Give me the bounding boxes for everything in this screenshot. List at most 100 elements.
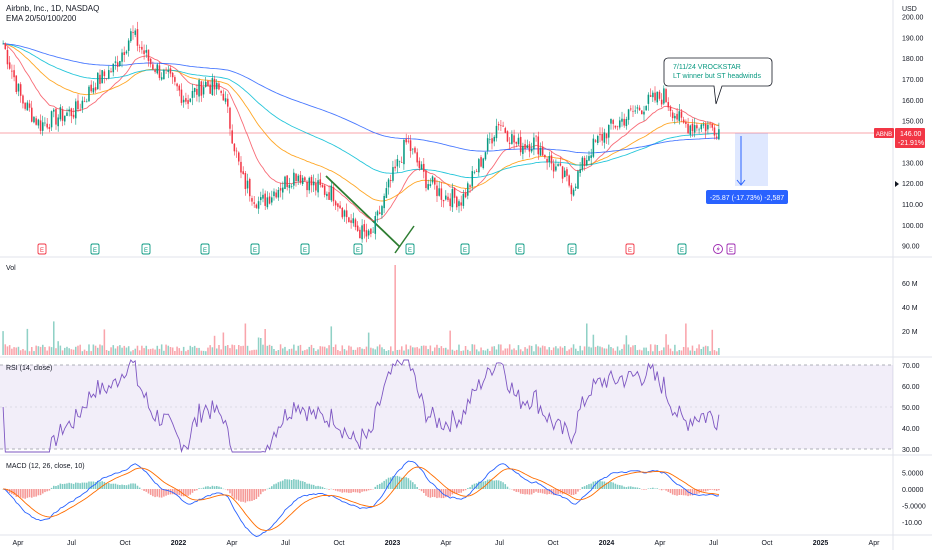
ema-lines [2,43,719,222]
volume-bar [537,346,540,355]
earnings-marker[interactable] [141,243,151,255]
candle-body [301,177,304,184]
volume-bar [319,346,322,355]
volume-bar [423,345,425,355]
macd-histogram-bar [319,486,322,489]
earnings-marker[interactable] [200,243,210,255]
macd-histogram-bar [220,487,222,489]
macd-histogram-bar [460,489,462,493]
macd-histogram-bar [290,480,293,489]
candle-body [42,122,44,131]
chart-title[interactable]: Airbnb, Inc., 1D, NASDAQ [6,4,99,13]
volume-bar [685,323,687,355]
candle-body [442,200,445,202]
macd-histogram-bar [282,480,284,489]
macd-histogram-bar [458,489,460,493]
earnings-marker[interactable] [677,243,687,255]
volume-bar [517,345,520,355]
callout-bubble[interactable] [663,57,773,105]
macd-histogram-bar [15,489,18,497]
macd-histogram-bar [171,489,174,495]
macd-histogram-bar [249,489,251,502]
candle-body [350,220,352,223]
axis-pointer-icon[interactable] [895,181,899,187]
volume-bar [178,348,181,355]
macd [2,460,720,537]
macd-histogram-bar [552,489,555,496]
candle-body [625,119,628,127]
macd-histogram-bar [154,489,156,498]
earnings-marker[interactable] [625,243,635,255]
candle-body [471,171,474,187]
candle-body [619,120,621,128]
macd-histogram-bar [489,479,491,489]
volume-bar [541,345,544,355]
volume-bar [698,344,700,355]
macd-histogram-bar [632,486,634,489]
measure-box[interactable] [735,133,768,186]
volume-bar [552,347,555,355]
macd-histogram-bar [370,489,372,490]
volume-bar [678,350,681,355]
rsi-title[interactable]: RSI (14, close) [6,365,52,372]
candle-body [75,101,77,119]
macd-histogram-bar [414,484,416,489]
volume-bar [119,345,121,355]
macd-histogram-bar [202,487,205,489]
macd-axis: 5.0000 0.0000 -5.0000 -10.00 [902,471,926,528]
volume-bar [561,347,564,355]
earnings-marker[interactable] [726,243,736,255]
macd-title[interactable]: MACD (12, 26, close, 10) [6,463,85,470]
candle-body [108,70,110,79]
volume-bar [105,350,108,355]
earnings-marker[interactable] [567,243,577,255]
earnings-marker[interactable] [405,243,415,255]
macd-histogram-bar [132,483,134,489]
volume-bar [293,344,295,355]
macd-histogram-bar [68,482,70,489]
macd-histogram-bar [533,489,535,493]
candle-body [138,47,141,48]
macd-histogram-bar [123,485,126,489]
earnings-marker[interactable] [90,243,100,255]
macd-histogram-bar [431,489,434,497]
macd-histogram-bar [6,489,9,492]
earnings-marker[interactable] [353,243,363,255]
macd-histogram-bar [167,489,170,495]
macd-histogram-bar [515,489,518,492]
macd-histogram-bar [299,480,302,489]
candle-body [630,108,632,110]
candle-body [660,99,663,105]
volume-bar [614,350,617,355]
volume-bar [603,348,606,355]
candle-body [57,117,59,127]
volume-bar [425,345,427,355]
earnings-marker[interactable] [300,243,310,255]
volume-bar [409,345,412,355]
macd-histogram-bar [19,489,22,498]
earnings-marker[interactable] [515,243,525,255]
macd-histogram-bar [689,489,692,496]
candle-body [260,197,262,201]
candle-body [205,81,207,87]
ema-legend[interactable]: EMA 20/50/100/200 [6,14,77,23]
volume-bar [57,341,59,355]
ema-20-line [2,43,719,222]
volume-bar [13,347,15,355]
macd-histogram-bar [713,489,716,491]
earnings-marker[interactable] [37,243,47,255]
volume-bar [114,348,117,355]
ema-50-line [3,43,719,202]
candle-body [693,125,696,133]
volume-bar [649,344,652,355]
volume-bar [676,351,678,355]
volume-bar [275,351,277,355]
candle-body [405,138,407,143]
trendline-down[interactable] [325,175,401,248]
earnings-marker[interactable] [250,243,260,255]
earnings-marker[interactable] [460,243,470,255]
volume-title[interactable]: Vol [6,265,16,272]
candle-body [643,111,645,115]
trendline-up[interactable] [394,225,415,254]
